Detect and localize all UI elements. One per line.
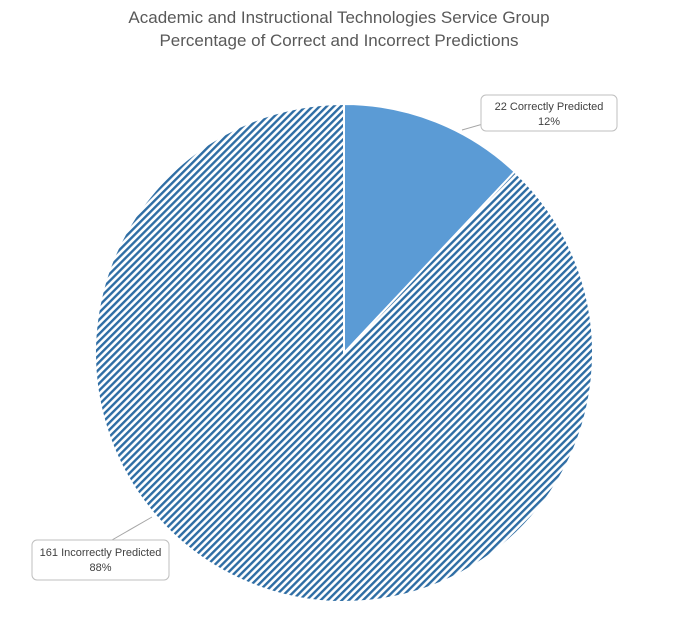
- data-label-incorrect: 161 Incorrectly Predicted: [40, 547, 162, 559]
- pie-slices: [94, 102, 594, 603]
- leader-line-incorrect: [111, 516, 153, 541]
- data-label-callouts: 22 Correctly Predicted 12% 161 Incorrectly…: [31, 94, 618, 581]
- percent-label-correct: 12%: [538, 116, 560, 128]
- callout-box-correct: [480, 94, 618, 132]
- leader-lines: [111, 123, 484, 541]
- percent-label-incorrect: 88%: [89, 562, 111, 574]
- data-label-correct: 22 Correctly Predicted: [495, 101, 604, 113]
- chart-subtitle: Percentage of Correct and Incorrect Pred…: [159, 31, 519, 50]
- pie-slice-incorrect: [94, 102, 594, 603]
- pie-slice-correct: [343, 102, 517, 356]
- leader-line-correct: [461, 123, 484, 131]
- chart-title: Academic and Instructional Technologies …: [128, 8, 550, 27]
- chart-title-block: Academic and Instructional Technologies …: [0, 6, 678, 52]
- callout-box-incorrect: [31, 539, 170, 581]
